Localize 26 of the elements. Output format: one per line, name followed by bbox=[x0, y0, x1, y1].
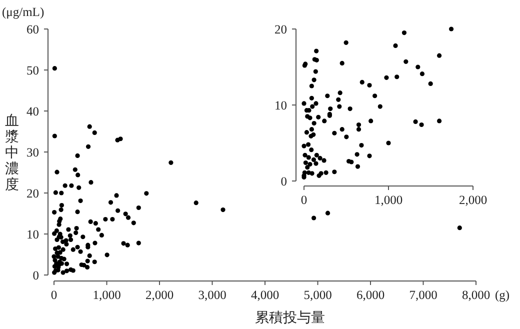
x-tick-label: 1,000 bbox=[374, 193, 403, 207]
text: (g) bbox=[495, 288, 510, 302]
y-axis-title: 血漿中濃度 bbox=[5, 113, 19, 193]
x-tick-label: 7,000 bbox=[409, 288, 438, 302]
y-tick-label: 0 bbox=[280, 174, 287, 188]
text: (μg/mL) bbox=[2, 5, 44, 19]
y-tick-label: 0 bbox=[32, 268, 39, 282]
y-tick-label: 10 bbox=[26, 228, 39, 242]
y-tick-label: 30 bbox=[26, 146, 39, 160]
y-tick-label: 50 bbox=[26, 64, 39, 78]
y-tick-label: 10 bbox=[274, 98, 287, 112]
y-tick-label: 20 bbox=[26, 186, 39, 200]
x-tick-label: 5,000 bbox=[304, 288, 332, 302]
x-tick-label: 2,000 bbox=[458, 193, 488, 207]
x-axis-title: 累積投与量 bbox=[255, 310, 325, 326]
x-tick-label: 8,000 bbox=[462, 288, 490, 302]
x-tick-label: 3,000 bbox=[198, 288, 226, 302]
x-tick-label: 1,000 bbox=[92, 288, 121, 302]
x-tick-label: 0 bbox=[300, 193, 308, 207]
x-tick-label: 0 bbox=[50, 288, 58, 302]
y-tick-label: 20 bbox=[274, 22, 287, 36]
x-tick-label: 2,000 bbox=[145, 288, 174, 302]
x-tick-label: 4,000 bbox=[250, 288, 280, 302]
x-tick-label: 6,000 bbox=[356, 288, 385, 302]
y-tick-label: 60 bbox=[26, 22, 39, 36]
y-tick-label: 40 bbox=[26, 104, 39, 118]
